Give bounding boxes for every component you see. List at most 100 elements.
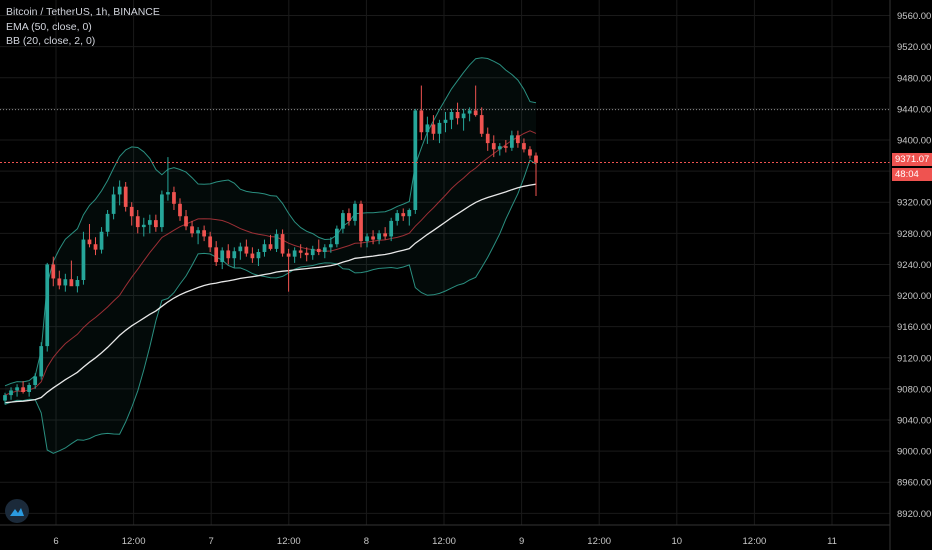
candle-body	[292, 250, 297, 257]
candle-body	[226, 250, 231, 259]
candle-body	[81, 239, 86, 280]
price-tick-label: 9240.00	[897, 260, 931, 271]
candle	[461, 108, 466, 131]
candle	[123, 182, 128, 212]
candle	[431, 115, 436, 140]
candle	[117, 180, 122, 206]
candle-body	[419, 110, 424, 133]
candle-body	[256, 252, 261, 259]
candle-body	[528, 149, 532, 156]
candle-body	[473, 110, 478, 116]
candle	[27, 382, 32, 397]
candle-body	[39, 346, 44, 377]
time-tick-label: 7	[209, 536, 214, 547]
candle	[425, 116, 430, 144]
candle-body	[111, 194, 116, 214]
candle	[280, 229, 285, 257]
candle-body	[395, 213, 400, 221]
candle-body	[443, 119, 448, 123]
candle	[178, 198, 182, 221]
candle	[341, 210, 345, 234]
candle	[69, 260, 74, 287]
candle	[220, 247, 225, 270]
candle-body	[461, 113, 466, 119]
candle-body	[298, 250, 303, 253]
candle-body	[371, 236, 375, 240]
candle	[147, 214, 152, 234]
price-tick-label: 9440.00	[897, 104, 931, 115]
candle-body	[27, 385, 32, 392]
candle-body	[184, 216, 188, 227]
candle-body	[262, 244, 267, 252]
candle-body	[9, 390, 13, 396]
candle-body	[202, 230, 206, 237]
candle-body	[123, 186, 128, 207]
ema-legend[interactable]: EMA (50, close, 0)	[6, 20, 92, 33]
candle	[401, 208, 406, 221]
candle	[63, 273, 68, 292]
ema-line	[4, 183, 537, 404]
candle-body	[353, 203, 357, 221]
bb-upper-line	[4, 57, 537, 387]
candle-body	[63, 279, 68, 286]
candle	[153, 214, 158, 232]
candle	[232, 247, 237, 268]
candle	[437, 119, 442, 144]
candle	[310, 245, 315, 260]
candle-body	[503, 146, 508, 148]
candle-body	[160, 194, 164, 228]
price-tick-label: 9520.00	[897, 42, 931, 53]
candle	[377, 230, 381, 245]
bb-legend[interactable]: BB (20, close, 2, 0)	[6, 35, 96, 47]
candle-body	[322, 247, 327, 252]
candle-body	[497, 146, 502, 150]
candle	[509, 130, 514, 151]
candle	[449, 108, 454, 130]
candle	[111, 186, 116, 220]
symbol-title[interactable]: Bitcoin / TetherUS, 1h, BINANCE	[6, 6, 160, 18]
candle-body	[389, 220, 394, 237]
time-tick-label: 9	[519, 536, 524, 547]
chart-grid	[0, 0, 890, 525]
candle	[328, 237, 333, 253]
candle-body	[431, 124, 436, 134]
candle	[467, 107, 472, 122]
cloud-logo-icon	[10, 508, 24, 516]
candle	[383, 227, 388, 240]
candle	[304, 247, 309, 262]
price-tick-label: 8920.00	[897, 509, 931, 520]
candle	[268, 234, 273, 251]
candle-body	[413, 110, 418, 210]
candle-body	[105, 213, 110, 232]
candle	[87, 224, 92, 248]
candle-body	[21, 387, 25, 392]
price-tick-label: 9160.00	[897, 322, 931, 333]
candle-body	[3, 395, 7, 401]
candle-body	[238, 246, 243, 252]
candle-body	[425, 124, 430, 133]
candle-body	[485, 133, 490, 144]
candle	[335, 225, 339, 248]
time-tick-label: 6	[53, 536, 58, 547]
candle	[3, 392, 7, 405]
price-levels	[0, 109, 890, 164]
candle	[413, 108, 418, 214]
candle	[9, 387, 13, 400]
candle-body	[347, 213, 351, 221]
tradingview-logo[interactable]	[5, 499, 29, 523]
candle-body	[99, 231, 104, 250]
candle	[365, 233, 369, 248]
candle-body	[153, 220, 158, 228]
candle	[262, 239, 267, 257]
candle-body	[328, 244, 333, 248]
candle-body	[437, 122, 442, 134]
candle	[57, 270, 62, 290]
candle-body	[274, 234, 279, 249]
candle	[21, 381, 25, 394]
price-tick-label: 9080.00	[897, 384, 931, 395]
candle	[33, 373, 38, 389]
candle-body	[280, 234, 285, 254]
time-axis[interactable]: 6 12:00 7 12:00 8 12:00 9 12:00 10 12:00 11	[0, 524, 890, 547]
bollinger-bands	[4, 57, 537, 454]
